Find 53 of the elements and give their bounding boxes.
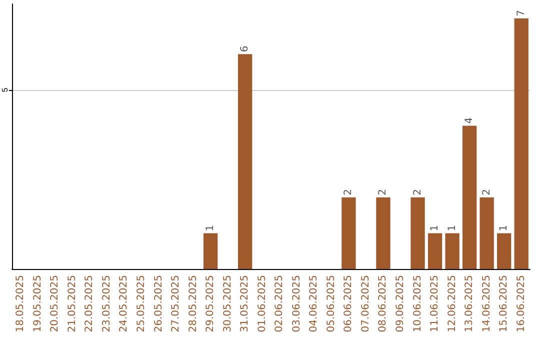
x-tick-label: 18.05.2025: [15, 275, 26, 332]
data-label: 4: [464, 117, 476, 124]
x-tick-label: 19.05.2025: [32, 275, 44, 332]
data-label: 2: [343, 189, 354, 196]
x-tick-label: 05.06.2025: [326, 275, 337, 332]
x-tick-label: 08.06.2025: [378, 275, 389, 332]
bar: [410, 197, 425, 269]
x-tick-label: 07.06.2025: [360, 275, 372, 332]
x-tick-label: 03.06.2025: [291, 275, 302, 332]
bar: [376, 197, 390, 269]
x-tick-label: 04.06.2025: [308, 275, 320, 332]
y-tick-label: 5: [0, 87, 10, 92]
bar: [462, 126, 477, 269]
x-tick-label: 31.05.2025: [240, 275, 251, 332]
x-tick-label: 09.06.2025: [395, 275, 406, 332]
x-tick-label: 12.06.2025: [446, 275, 458, 332]
x-tick-label: 23.05.2025: [101, 275, 112, 332]
x-tick-label: 21.05.2025: [66, 275, 78, 332]
data-label: 1: [430, 224, 441, 232]
x-tick-label: 14.06.2025: [481, 275, 492, 332]
bar: [497, 233, 512, 269]
x-tick-label: 22.05.2025: [84, 275, 96, 332]
bar: [514, 18, 528, 269]
x-tick-label: 02.06.2025: [274, 275, 286, 332]
x-tick-label: 24.05.2025: [118, 275, 130, 332]
data-label: 1: [498, 224, 510, 232]
x-tick-label: 16.06.2025: [516, 275, 527, 332]
x-tick-label: 26.05.2025: [153, 275, 164, 332]
data-label: 6: [240, 46, 251, 52]
bar: [445, 233, 460, 269]
bar: [428, 233, 442, 269]
x-tick-label: 28.05.2025: [188, 275, 199, 332]
x-tick-label: 01.06.2025: [256, 275, 268, 332]
x-tick-label: 29.05.2025: [205, 275, 216, 332]
x-tick-label: 13.06.2025: [464, 275, 476, 332]
data-label: 1: [446, 224, 458, 232]
bar: [480, 197, 494, 269]
bar: [203, 233, 218, 269]
x-tick-label: 10.06.2025: [412, 275, 424, 332]
data-label: 2: [378, 189, 389, 196]
bar: [342, 197, 356, 269]
x-tick-label: 11.06.2025: [430, 275, 441, 332]
data-label: 7: [516, 10, 527, 16]
x-tick-label: 06.06.2025: [343, 275, 354, 332]
x-tick-label: 20.05.2025: [50, 275, 61, 332]
data-label: 2: [481, 189, 492, 196]
data-label: 1: [205, 224, 216, 232]
x-tick-label: 15.06.2025: [498, 275, 510, 332]
x-tick-label: 27.05.2025: [170, 275, 182, 332]
x-tick-label: 30.05.2025: [222, 275, 234, 332]
data-label: 2: [412, 189, 424, 196]
x-tick-label: 25.05.2025: [136, 275, 147, 332]
bar: [238, 54, 252, 269]
